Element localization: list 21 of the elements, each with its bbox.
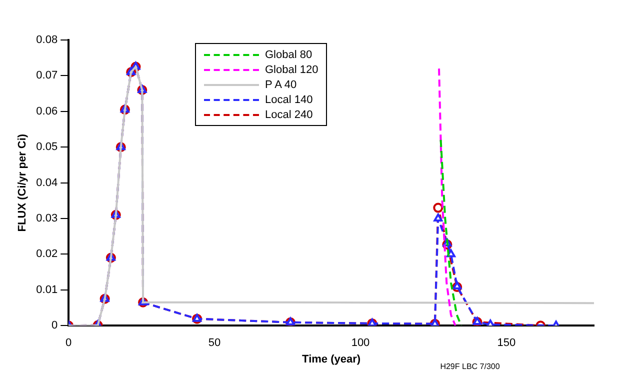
legend-label: Global 120 bbox=[265, 64, 318, 76]
y-tick-label: 0.06 bbox=[36, 105, 58, 118]
y-tick-label: 0 bbox=[51, 320, 58, 332]
x-tick-label: 0 bbox=[66, 337, 72, 350]
legend-label: Global 80 bbox=[265, 48, 312, 60]
y-tick-label: 0.02 bbox=[36, 248, 58, 260]
y-tick-label: 0.08 bbox=[36, 34, 58, 46]
x-tick-label: 150 bbox=[497, 337, 516, 350]
x-axis-title: Time (year) bbox=[302, 353, 361, 366]
y-axis-title: FLUX (Ci/yr per Ci) bbox=[16, 134, 29, 232]
x-tick-label: 100 bbox=[351, 337, 370, 350]
legend-label: Local 240 bbox=[265, 108, 313, 120]
legend-label: P A 40 bbox=[265, 78, 297, 90]
y-tick-label: 0.05 bbox=[36, 141, 58, 154]
x-tick-label: 50 bbox=[208, 337, 221, 350]
y-tick-label: 0.04 bbox=[36, 176, 58, 189]
legend-label: Local 140 bbox=[265, 94, 313, 106]
y-tick-label: 0.03 bbox=[36, 212, 58, 225]
y-tick-label: 0.07 bbox=[36, 70, 58, 82]
y-tick-label: 0.01 bbox=[36, 284, 58, 296]
text: H29F LBC 7/300 bbox=[440, 362, 500, 371]
